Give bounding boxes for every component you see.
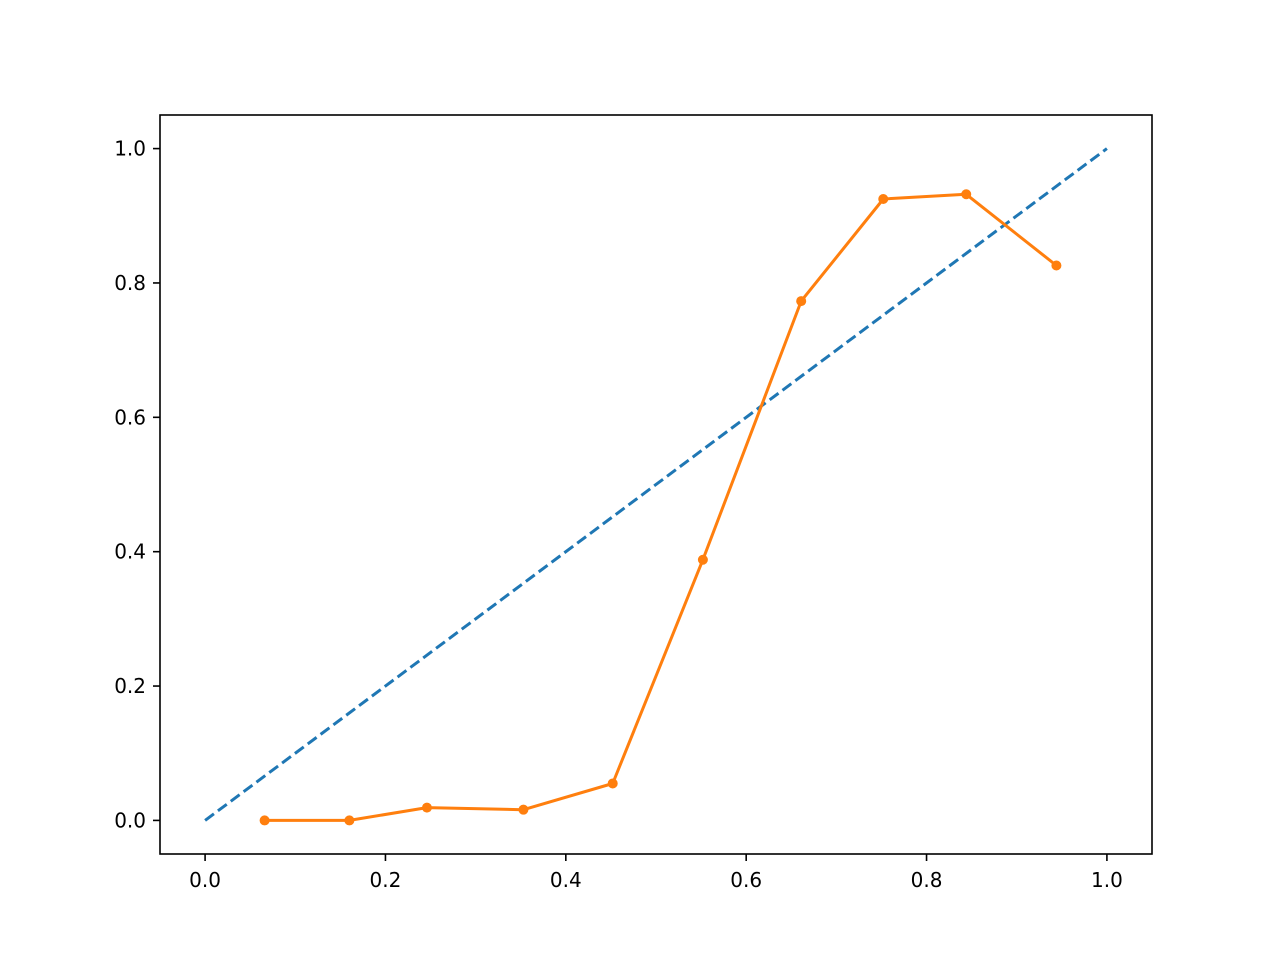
reference-diagonal-line bbox=[204, 147, 1108, 822]
calibration-point bbox=[961, 189, 972, 200]
calibration-point bbox=[878, 193, 889, 204]
x-tick-label: 0.6 bbox=[730, 868, 762, 892]
calibration-point bbox=[1051, 260, 1062, 271]
calibration-point bbox=[421, 802, 432, 813]
series-layer bbox=[204, 147, 1108, 826]
calibration-point bbox=[796, 296, 807, 307]
calibration-point bbox=[607, 778, 618, 789]
y-tick-label: 0.2 bbox=[114, 674, 146, 698]
x-tick-label: 1.0 bbox=[1091, 868, 1123, 892]
calibration-point bbox=[518, 804, 529, 815]
x-axis: 0.0 0.2 0.4 0.6 0.8 1.0 bbox=[189, 854, 1123, 892]
calibration-point bbox=[697, 554, 708, 565]
x-tick-label: 0.8 bbox=[911, 868, 943, 892]
calibration-curve-line bbox=[264, 192, 1058, 822]
y-tick-label: 0.6 bbox=[114, 405, 146, 429]
x-tick-label: 0.4 bbox=[550, 868, 582, 892]
y-tick-label: 0.4 bbox=[114, 540, 146, 564]
y-axis: 0.0 0.2 0.4 0.6 0.8 1.0 bbox=[114, 137, 160, 832]
x-tick-label: 0.0 bbox=[189, 868, 221, 892]
y-tick-label: 0.8 bbox=[114, 271, 146, 295]
plot-frame bbox=[159, 114, 1153, 855]
x-tick-label: 0.2 bbox=[370, 868, 402, 892]
calibration-point bbox=[344, 815, 355, 826]
y-tick-label: 1.0 bbox=[114, 137, 146, 161]
calibration-point bbox=[259, 815, 270, 826]
y-tick-label: 0.0 bbox=[114, 808, 146, 832]
